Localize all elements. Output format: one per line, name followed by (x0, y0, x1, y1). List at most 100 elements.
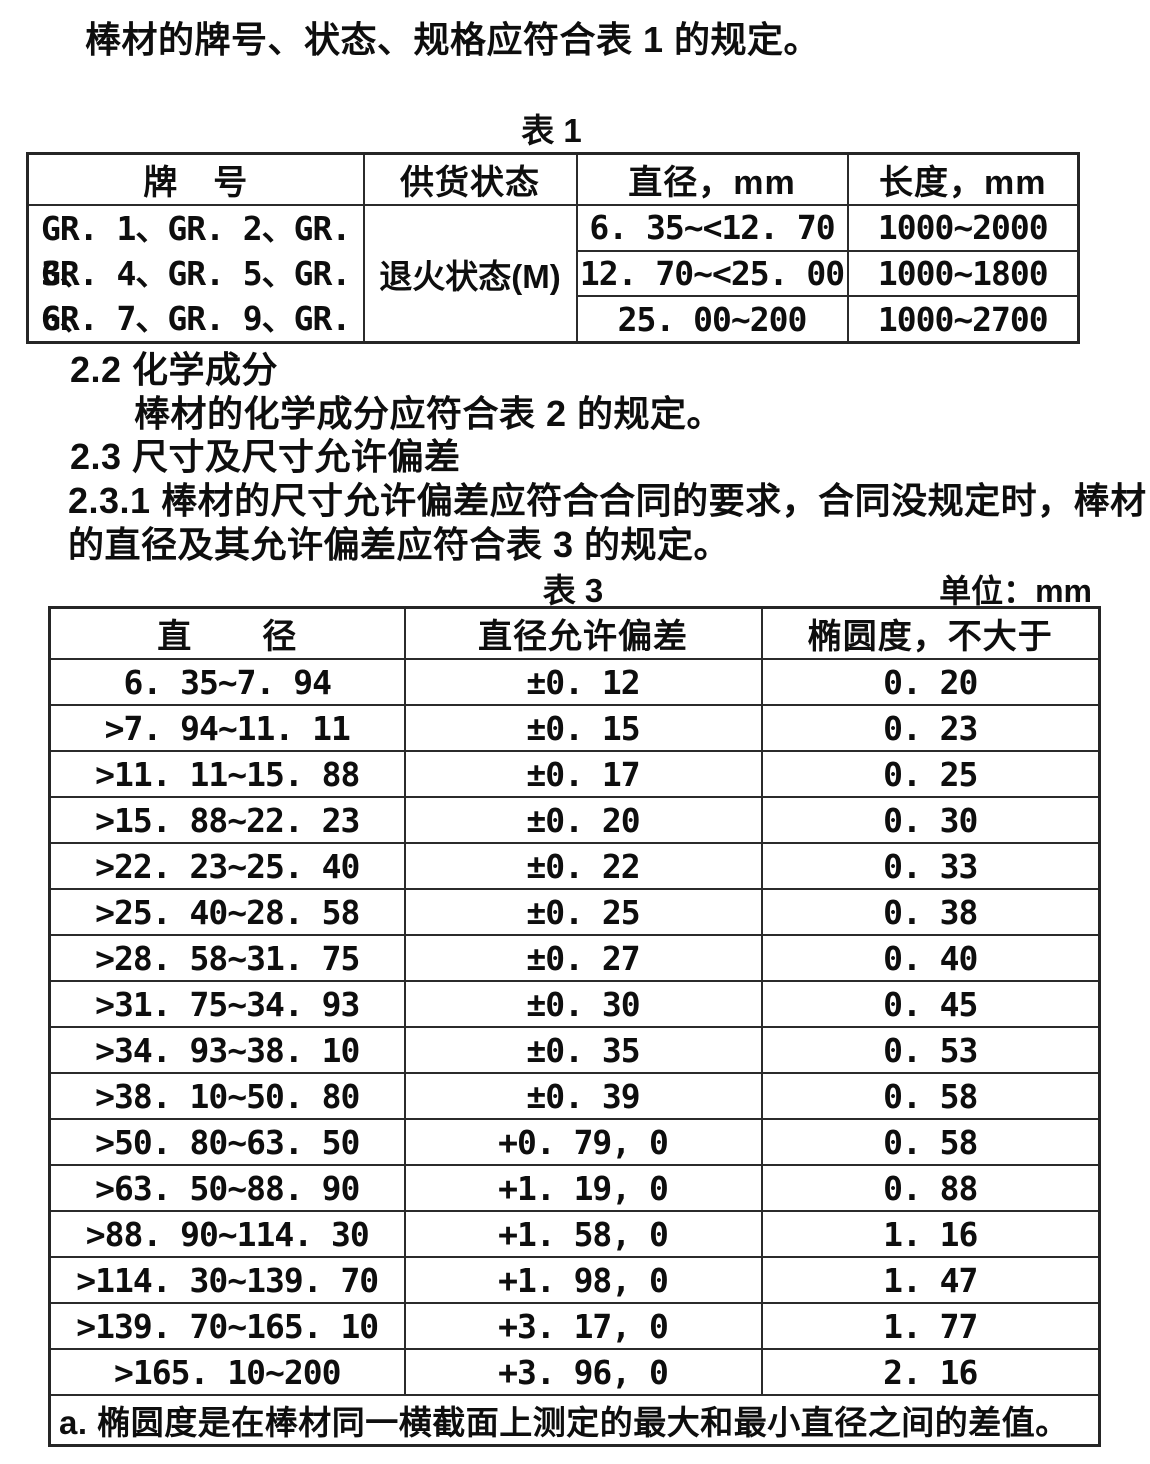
table3-row: 6. 35~7. 94 ±0. 12 0. 20 (48, 658, 1101, 706)
diameter-cell: >25. 40~28. 58 (48, 888, 406, 936)
tolerance-cell: ±0. 27 (403, 934, 763, 982)
diameter-cell: >34. 93~38. 10 (48, 1026, 406, 1074)
table1-state-cell: 退火状态(M) (362, 204, 578, 344)
table3-row: >139. 70~165. 10 +3. 17, 0 1. 77 (48, 1302, 1101, 1350)
diameter-cell: >139. 70~165. 10 (48, 1302, 406, 1350)
table1-header-row: 牌 号 供货状态 直径，mm 长度，mm (26, 152, 1080, 206)
tolerance-cell: +3. 96, 0 (403, 1348, 763, 1396)
ovality-cell: 1. 47 (760, 1256, 1101, 1304)
table3-row: >38. 10~50. 80 ±0. 39 0. 58 (48, 1072, 1101, 1120)
table1-length-cell: 1000~1800 (846, 249, 1080, 298)
table1-grade-cell: GR. 1、GR. 2、GR. 3、 GR. 4、GR. 5、GR. 6、 GR… (26, 204, 365, 344)
table3-caption-row: 表 3 单位：mm (48, 564, 1098, 609)
ovality-cell: 0. 40 (760, 934, 1101, 982)
diameter-cell: >63. 50~88. 90 (48, 1164, 406, 1212)
table3-row: >165. 10~200 +3. 96, 0 2. 16 (48, 1348, 1101, 1396)
ovality-cell: 0. 58 (760, 1072, 1101, 1120)
table3-header-ovality: 椭圆度，不大于 (760, 606, 1101, 660)
table1-header-grade: 牌 号 (26, 152, 365, 206)
ovality-cell: 2. 16 (760, 1348, 1101, 1396)
diameter-cell: >28. 58~31. 75 (48, 934, 406, 982)
ovality-cell: 0. 30 (760, 796, 1101, 844)
intro-paragraph: 棒材的牌号、状态、规格应符合表 1 的规定。 (85, 19, 821, 60)
table3-row: >31. 75~34. 93 ±0. 30 0. 45 (48, 980, 1101, 1028)
tolerance-cell: ±0. 30 (403, 980, 763, 1028)
section-2-3-1-line2: 的直径及其允许偏差应符合表 3 的规定。 (68, 524, 731, 565)
ovality-cell: 0. 53 (760, 1026, 1101, 1074)
table3-caption: 表 3 (542, 572, 604, 609)
table3-footnote-row: a. 椭圆度是在棒材同一横截面上测定的最大和最小直径之间的差值。 (48, 1394, 1101, 1447)
tolerance-cell: ±0. 22 (403, 842, 763, 890)
tolerance-cell: ±0. 20 (403, 796, 763, 844)
table1-diameter-cell: 6. 35~<12. 70 (575, 204, 849, 252)
table1-length-cell: 1000~2000 (846, 204, 1080, 252)
table3-row: >50. 80~63. 50 +0. 79, 0 0. 58 (48, 1118, 1101, 1166)
ovality-cell: 0. 88 (760, 1164, 1101, 1212)
table1-length-cell: 1000~2700 (846, 295, 1080, 344)
tolerance-cell: ±0. 17 (403, 750, 763, 798)
tolerance-cell: +1. 19, 0 (403, 1164, 763, 1212)
ovality-cell: 0. 23 (760, 704, 1101, 752)
table3-row: >114. 30~139. 70 +1. 98, 0 1. 47 (48, 1256, 1101, 1304)
section-2-2-heading: 2.2 化学成分 (70, 349, 279, 390)
table3-row: >11. 11~15. 88 ±0. 17 0. 25 (48, 750, 1101, 798)
table-3: 直 径 直径允许偏差 椭圆度，不大于 6. 35~7. 94 ±0. 12 0.… (48, 606, 1101, 1447)
section-2-3-heading: 2.3 尺寸及尺寸允许偏差 (70, 436, 461, 477)
grade-line: GR. 1、GR. 2、GR. 3、 (41, 209, 351, 293)
diameter-cell: >7. 94~11. 11 (48, 704, 406, 752)
table1-header-diameter: 直径，mm (575, 152, 849, 206)
table1-header-state: 供货状态 (362, 152, 578, 206)
diameter-cell: >38. 10~50. 80 (48, 1072, 406, 1120)
table3-row: >22. 23~25. 40 ±0. 22 0. 33 (48, 842, 1101, 890)
tolerance-cell: +3. 17, 0 (403, 1302, 763, 1350)
grade-line: GR. 4、GR. 5、GR. 6、 (41, 254, 351, 338)
table-1: 牌 号 供货状态 直径，mm 长度，mm GR. 1、GR. 2、GR. 3、 … (26, 152, 1080, 344)
diameter-cell: 6. 35~7. 94 (48, 658, 406, 706)
table3-row: >15. 88~22. 23 ±0. 20 0. 30 (48, 796, 1101, 844)
diameter-cell: >22. 23~25. 40 (48, 842, 406, 890)
tolerance-cell: ±0. 12 (403, 658, 763, 706)
ovality-cell: 0. 25 (760, 750, 1101, 798)
table1-diameter-cell: 12. 70~<25. 00 (575, 249, 849, 298)
table1-row: 12. 70~<25. 00 1000~1800 (28, 249, 1080, 298)
diameter-cell: >165. 10~200 (48, 1348, 406, 1396)
tolerance-cell: +1. 58, 0 (403, 1210, 763, 1258)
section-2-2-body: 棒材的化学成分应符合表 2 的规定。 (134, 393, 724, 434)
diameter-cell: >114. 30~139. 70 (48, 1256, 406, 1304)
table3-header-diameter: 直 径 (48, 606, 406, 660)
table3-header-row: 直 径 直径允许偏差 椭圆度，不大于 (48, 606, 1101, 660)
tolerance-cell: +0. 79, 0 (403, 1118, 763, 1166)
tolerance-cell: ±0. 15 (403, 704, 763, 752)
diameter-cell: >11. 11~15. 88 (48, 750, 406, 798)
table1-row: 25. 00~200 1000~2700 (28, 295, 1080, 344)
tolerance-cell: ±0. 35 (403, 1026, 763, 1074)
table3-footnote: a. 椭圆度是在棒材同一横截面上测定的最大和最小直径之间的差值。 (48, 1394, 1101, 1447)
table3-header-tolerance: 直径允许偏差 (403, 606, 763, 660)
table3-unit-label: 单位：mm (939, 573, 1092, 609)
table1-caption: 表 1 (521, 112, 582, 149)
ovality-cell: 1. 77 (760, 1302, 1101, 1350)
table1-diameter-cell: 25. 00~200 (575, 295, 849, 344)
ovality-cell: 0. 33 (760, 842, 1101, 890)
tolerance-cell: ±0. 39 (403, 1072, 763, 1120)
table1-row: GR. 1、GR. 2、GR. 3、 GR. 4、GR. 5、GR. 6、 GR… (26, 204, 1080, 344)
diameter-cell: >31. 75~34. 93 (48, 980, 406, 1028)
tolerance-cell: ±0. 25 (403, 888, 763, 936)
diameter-cell: >15. 88~22. 23 (48, 796, 406, 844)
diameter-cell: >88. 90~114. 30 (48, 1210, 406, 1258)
tolerance-cell: +1. 98, 0 (403, 1256, 763, 1304)
ovality-cell: 0. 45 (760, 980, 1101, 1028)
ovality-cell: 0. 58 (760, 1118, 1101, 1166)
ovality-cell: 0. 38 (760, 888, 1101, 936)
table3-row: >88. 90~114. 30 +1. 58, 0 1. 16 (48, 1210, 1101, 1258)
table3-row: >7. 94~11. 11 ±0. 15 0. 23 (48, 704, 1101, 752)
grade-line: GR. 7、GR. 9、GR. 12 (41, 299, 351, 338)
diameter-cell: >50. 80~63. 50 (48, 1118, 406, 1166)
table3-row: >34. 93~38. 10 ±0. 35 0. 53 (48, 1026, 1101, 1074)
ovality-cell: 1. 16 (760, 1210, 1101, 1258)
table3-row: >25. 40~28. 58 ±0. 25 0. 38 (48, 888, 1101, 936)
section-2-3-1-line1: 2.3.1 棒材的尺寸允许偏差应符合合同的要求，合同没规定时，棒材 (68, 480, 1147, 521)
table3-row: >63. 50~88. 90 +1. 19, 0 0. 88 (48, 1164, 1101, 1212)
ovality-cell: 0. 20 (760, 658, 1101, 706)
